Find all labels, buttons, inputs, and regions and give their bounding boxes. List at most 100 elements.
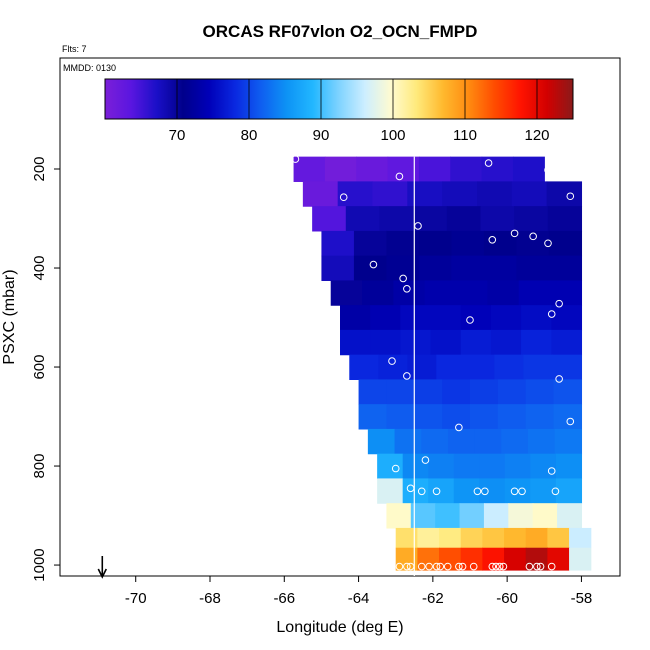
heatmap-cell (554, 428, 583, 455)
sample-point (551, 487, 560, 496)
heatmap-cell (497, 379, 527, 405)
heatmap-cell (353, 255, 388, 281)
sample-point (547, 467, 556, 475)
heatmap-cell (435, 503, 461, 529)
mmdd-label: MMDD: 0130 (63, 63, 116, 73)
heatmap-cell (553, 379, 583, 405)
colorbar-tick-label: 100 (380, 127, 405, 144)
x-axis: -70 -68 -66 -64 -62 -60 -58 (125, 576, 592, 607)
heatmap-cell (428, 453, 455, 480)
sample-point (455, 562, 463, 571)
colorbar-tick-label: 80 (241, 127, 258, 144)
heatmap-cell (418, 156, 451, 182)
sample-point (403, 285, 411, 293)
sample-point (399, 274, 407, 283)
sample-point (421, 456, 430, 464)
heatmap-cell (428, 478, 455, 504)
heatmap-cell (321, 230, 355, 257)
heatmap-cell (504, 547, 527, 571)
sample-point (529, 232, 537, 241)
heatmap-cell (330, 280, 363, 306)
sample-point (443, 562, 452, 571)
heatmap-cell (525, 404, 555, 430)
y-tick-label: 1000 (31, 548, 48, 581)
sample-point (436, 562, 445, 571)
sample-point (499, 562, 508, 571)
heatmap-cell (400, 305, 432, 331)
chart-title: ORCAS RF07vlon O2_OCN_FMPD (203, 22, 478, 41)
heatmap-cell (569, 527, 592, 549)
sample-point (388, 357, 396, 365)
plot-frame (59, 57, 621, 577)
sample-point (555, 375, 563, 383)
heatmap-cell (483, 255, 518, 281)
heatmap-cell (460, 305, 492, 331)
heatmap-cell (465, 354, 495, 380)
heatmap-cell (482, 527, 505, 549)
y-axis: 200 400 600 800 1000 (31, 156, 60, 582)
heatmap-cell (518, 280, 551, 306)
heatmap-cell (482, 547, 505, 571)
sample-point (395, 562, 404, 571)
sample-point (495, 562, 504, 571)
sample-point (458, 562, 467, 571)
heatmap-cell (367, 428, 396, 455)
heatmap-cell (470, 379, 499, 405)
sample-point (536, 562, 545, 571)
heatmap-cell (521, 305, 552, 331)
x-tick-label: -60 (496, 590, 518, 607)
heatmap-cell (557, 503, 583, 529)
heatmap-cell (439, 527, 462, 549)
sample-points (291, 155, 575, 571)
sample-point (369, 260, 378, 269)
heatmap-cell (483, 503, 509, 529)
heatmap-cell (447, 428, 476, 455)
heatmap-cell (546, 181, 583, 207)
x-tick-label: -58 (571, 590, 593, 607)
sample-point (403, 562, 411, 571)
sample-point (555, 299, 563, 308)
sample-point (473, 487, 482, 496)
heatmap-cell (394, 428, 422, 455)
sample-point (403, 372, 411, 380)
heatmap-cell (525, 547, 548, 571)
colorbar-gradient (104, 78, 574, 120)
heatmap-cell (479, 453, 506, 480)
y-tick-label: 800 (31, 454, 48, 479)
heatmap-cell (460, 329, 492, 356)
colorbar-tick-label: 70 (169, 127, 186, 144)
heatmap-cell (430, 305, 462, 331)
heatmap-cell (379, 206, 414, 232)
sample-point (414, 222, 422, 230)
sample-point (544, 166, 552, 174)
sample-point (481, 487, 489, 496)
heatmap-cell (487, 280, 520, 306)
heatmap-cell (414, 404, 443, 430)
sample-point (533, 562, 541, 571)
sample-point (510, 229, 519, 238)
heatmap-cell (460, 527, 483, 549)
heatmap-cell (476, 181, 513, 207)
sample-point (425, 562, 433, 571)
sample-point (488, 236, 497, 244)
heatmap-cell (378, 354, 408, 380)
heatmap-cell (550, 280, 583, 306)
heatmap-cell (516, 255, 550, 281)
x-axis-label: Longitude (deg E) (276, 619, 403, 636)
heatmap-cell (324, 156, 357, 182)
x-tick-label: -68 (199, 590, 221, 607)
sample-point (492, 562, 500, 571)
heatmap-cell (386, 503, 412, 529)
heatmap-cell (451, 255, 485, 281)
heatmap-cell (511, 181, 548, 207)
heatmap-cell (345, 206, 381, 232)
heatmap-cell (417, 547, 440, 571)
sample-point (432, 562, 441, 571)
heatmap-cell (439, 547, 462, 571)
heatmap-cell (547, 547, 570, 571)
heatmap-cell (358, 379, 388, 405)
sample-point (525, 562, 534, 571)
heatmap-cell (504, 453, 531, 480)
y-axis-label: PSXC (mbar) (1, 269, 18, 364)
